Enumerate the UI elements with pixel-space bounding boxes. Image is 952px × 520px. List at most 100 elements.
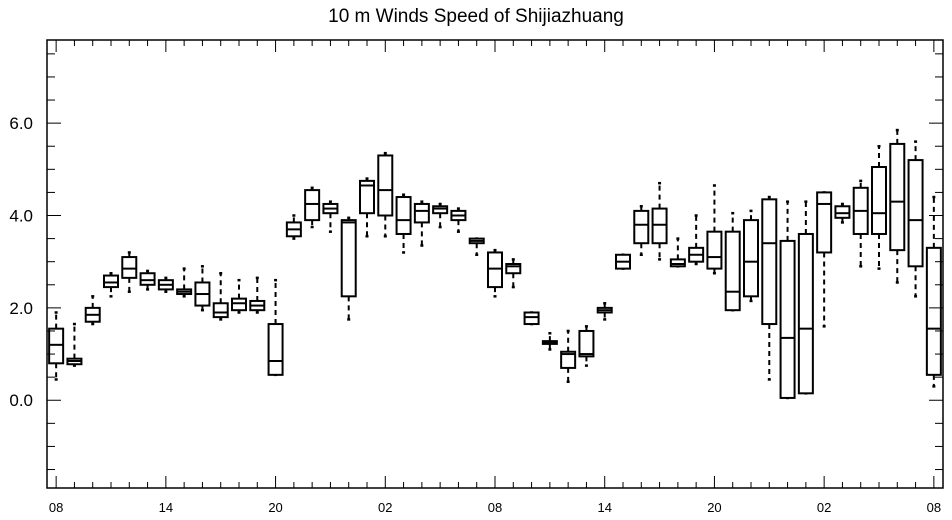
box-44 <box>834 202 851 224</box>
iqr-box <box>743 219 759 298</box>
box-2 <box>66 322 83 367</box>
box-21 <box>413 200 430 247</box>
iqr-box <box>103 274 119 289</box>
box-20 <box>395 193 412 254</box>
iqr-box <box>48 327 65 365</box>
iqr-box <box>925 246 942 376</box>
x-tick-label: 20 <box>707 500 721 515</box>
box-17 <box>340 216 357 321</box>
box-35 <box>669 237 686 268</box>
box-22 <box>432 202 449 229</box>
box-26 <box>505 258 522 289</box>
box-25 <box>487 248 503 298</box>
x-tick-label: 14 <box>597 500 611 515</box>
box-5 <box>121 251 138 293</box>
y-axis: 0.0 2.0 4.0 6.0 <box>9 53 943 471</box>
iqr-box <box>359 179 375 215</box>
box-27 <box>523 311 540 326</box>
plot-area <box>48 128 942 400</box>
x-tick-label: 08 <box>927 500 941 515</box>
iqr-box <box>779 239 796 399</box>
iqr-box <box>377 154 394 217</box>
x-tick-label: 02 <box>378 500 392 515</box>
iqr-box <box>139 272 156 286</box>
box-32 <box>615 253 631 270</box>
box-48 <box>907 140 924 298</box>
box-47 <box>889 128 906 284</box>
iqr-box <box>761 198 778 326</box>
box-30 <box>578 325 595 367</box>
box-6 <box>139 269 156 291</box>
box-23 <box>450 207 467 233</box>
x-tick-label: 08 <box>488 500 502 515</box>
box-37 <box>706 184 723 275</box>
box-45 <box>852 179 869 268</box>
chart-title: 10 m Winds Speed of Shijiazhuang <box>328 6 624 27</box>
y-tick-label: 2.0 <box>9 299 33 318</box>
iqr-box <box>706 230 723 270</box>
box-49 <box>925 195 942 388</box>
iqr-box <box>487 251 503 289</box>
x-tick-label: 20 <box>268 500 282 515</box>
iqr-box <box>834 205 851 219</box>
box-13 <box>267 278 284 377</box>
iqr-box <box>560 350 577 369</box>
box-9 <box>194 265 211 312</box>
iqr-box <box>871 166 887 235</box>
box-10 <box>212 271 229 321</box>
iqr-box <box>907 159 924 268</box>
box-18 <box>359 177 375 238</box>
box-28 <box>541 332 558 351</box>
iqr-box <box>523 311 540 326</box>
box-31 <box>596 302 613 321</box>
box-46 <box>871 144 887 270</box>
iqr-box <box>669 258 686 268</box>
x-axis: 08 14 20 02 08 14 20 02 08 <box>49 40 941 515</box>
box-42 <box>797 200 814 395</box>
iqr-box <box>578 329 595 358</box>
box-41 <box>779 200 796 400</box>
iqr-box <box>889 142 906 252</box>
plot-frame <box>46 39 944 489</box>
iqr-box <box>395 196 412 235</box>
iqr-box <box>121 256 138 279</box>
box-14 <box>285 214 302 240</box>
box-12 <box>249 276 266 314</box>
iqr-box <box>651 207 668 245</box>
iqr-box <box>505 263 522 275</box>
box-8 <box>176 267 193 298</box>
box-11 <box>231 278 247 314</box>
box-36 <box>688 214 705 266</box>
box-7 <box>157 276 174 293</box>
box-24 <box>468 237 485 257</box>
box-39 <box>743 209 759 303</box>
iqr-box <box>212 302 229 319</box>
box-16 <box>322 200 339 233</box>
box-4 <box>103 271 119 298</box>
y-tick-label: 4.0 <box>9 207 33 226</box>
iqr-box <box>304 189 321 222</box>
box-19 <box>377 151 394 238</box>
box-40 <box>761 195 778 381</box>
iqr-box <box>267 323 284 376</box>
box-1 <box>48 311 65 381</box>
iqr-box <box>633 209 650 245</box>
iqr-box <box>413 202 430 224</box>
iqr-box <box>231 297 247 312</box>
iqr-box <box>432 205 449 215</box>
x-tick-label: 14 <box>159 500 173 515</box>
y-tick-label: 0.0 <box>9 391 33 410</box>
box-29 <box>560 329 577 384</box>
iqr-box <box>724 230 741 312</box>
iqr-box <box>816 191 833 254</box>
y-tick-label: 6.0 <box>9 114 33 133</box>
x-tick-label: 02 <box>817 500 831 515</box>
box-3 <box>84 295 101 326</box>
box-43 <box>816 191 833 328</box>
box-38 <box>724 211 741 312</box>
box-34 <box>651 181 668 261</box>
box-33 <box>633 205 650 257</box>
box-15 <box>304 186 321 229</box>
x-tick-label: 08 <box>49 500 63 515</box>
